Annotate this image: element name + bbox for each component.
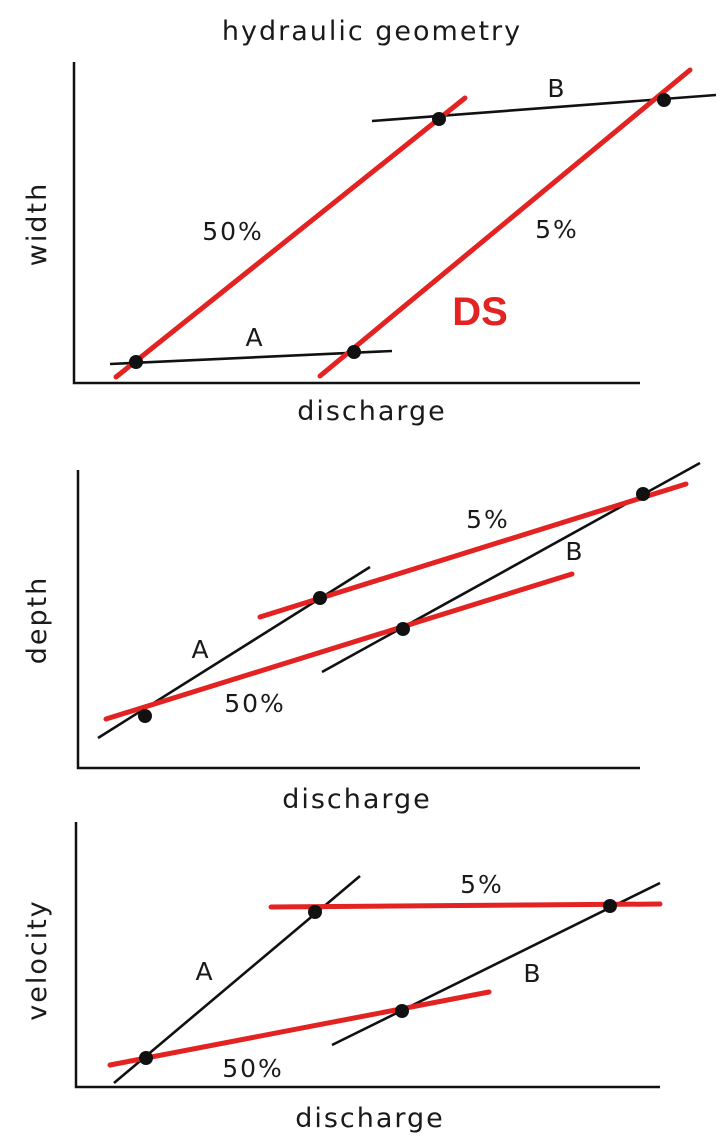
width-label-5: 5%	[535, 215, 579, 244]
depth-panel-x-label: discharge	[282, 784, 432, 815]
depth-downstream-50-line	[103, 571, 575, 722]
width-label-a: A	[245, 323, 264, 352]
width-panel-y-label: width	[22, 182, 53, 266]
velocity-point-b-50	[395, 1004, 409, 1018]
velocity-label-b: B	[523, 959, 542, 988]
depth-label-a: A	[191, 635, 210, 664]
depth-label-5: 5%	[466, 505, 510, 534]
depth-label-50: 50%	[224, 689, 286, 718]
depth-point-a-5	[313, 591, 327, 605]
panel-width: width discharge A B 50% 5% DS	[22, 62, 717, 427]
velocity-panel-y-label: velocity	[22, 899, 53, 1021]
depth-point-a-50	[138, 709, 152, 723]
width-point-a-5	[347, 345, 361, 359]
width-point-b-5	[657, 93, 671, 107]
velocity-label-a: A	[195, 957, 214, 986]
depth-downstream-5-line	[257, 481, 689, 620]
width-point-b-50	[432, 112, 446, 126]
velocity-panel-x-label: discharge	[295, 1103, 445, 1134]
velocity-point-a-5	[308, 905, 322, 919]
width-label-50: 50%	[202, 217, 264, 246]
depth-panel-y-label: depth	[22, 576, 53, 665]
depth-point-b-5	[636, 487, 650, 501]
downstream-label: DS	[452, 290, 508, 334]
velocity-downstream-5-line	[268, 901, 663, 910]
width-point-a-50	[129, 355, 143, 369]
width-downstream-50-line	[113, 95, 468, 380]
velocity-panel-axes	[74, 822, 660, 1089]
depth-point-b-50	[396, 622, 410, 636]
velocity-point-a-50	[139, 1051, 153, 1065]
panel-depth: depth discharge A B 50% 5%	[22, 461, 701, 815]
width-label-b: B	[547, 74, 566, 103]
velocity-label-5: 5%	[460, 870, 504, 899]
width-panel-x-label: discharge	[297, 396, 447, 427]
depth-label-b: B	[565, 537, 584, 566]
velocity-label-50: 50%	[222, 1054, 284, 1083]
width-panel-axes	[72, 62, 640, 385]
figure-title: hydraulic geometry	[222, 16, 522, 47]
panel-velocity: velocity discharge A B 50% 5%	[22, 822, 663, 1134]
velocity-downstream-50-line	[107, 989, 492, 1068]
velocity-point-b-5	[603, 899, 617, 913]
width-downstream-5-line	[317, 67, 693, 379]
depth-panel-axes	[76, 470, 640, 770]
